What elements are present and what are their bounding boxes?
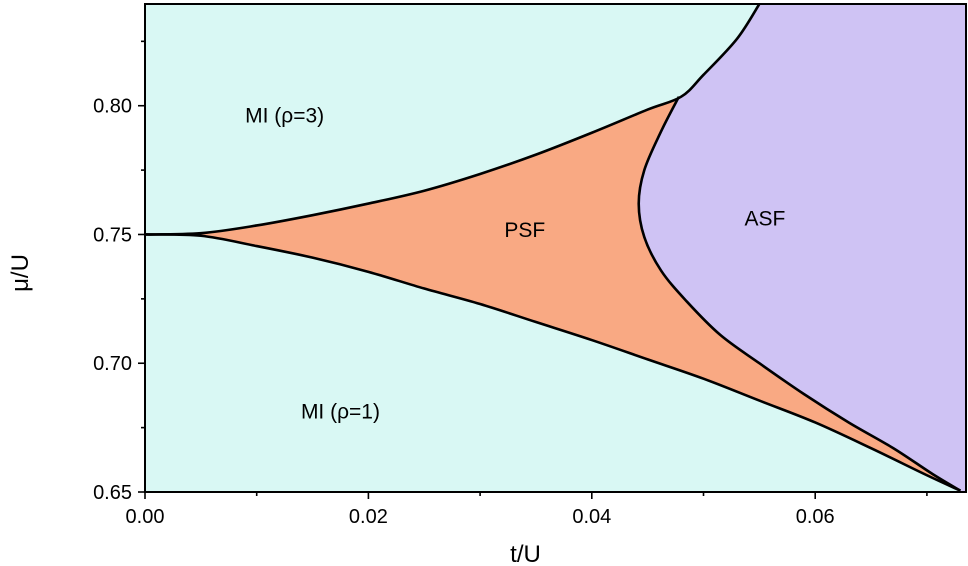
y-tick-label: 0.70 [93, 353, 132, 375]
psf-region [145, 96, 961, 491]
y-axis-title: μ/U [7, 254, 34, 292]
x-tick-label: 0.06 [796, 506, 835, 528]
region-label: ASF [745, 207, 786, 230]
y-tick-label: 0.75 [93, 224, 132, 246]
region-label: PSF [504, 219, 545, 242]
axis-ticks [138, 40, 928, 499]
x-tick-label: 0.04 [572, 506, 611, 528]
lower-boundary-line [145, 233, 961, 492]
x-axis-title: t/U [510, 541, 541, 566]
psf-asf-boundary-line [637, 96, 962, 492]
asf-region [638, 4, 966, 492]
region-label: MI (ρ=3) [245, 104, 324, 127]
y-tick-label: 0.65 [93, 482, 132, 504]
region-label: MI (ρ=1) [301, 401, 380, 424]
axis-tick-labels: 0.00 0.02 0.04 0.06 0.65 0.70 0.75 0.80 [93, 96, 835, 528]
plot-frame [144, 3, 967, 493]
y-tick-label: 0.80 [93, 96, 132, 118]
x-tick-label: 0.02 [349, 506, 388, 528]
region-labels: MI (ρ=3) PSF ASF MI (ρ=1) [245, 104, 785, 423]
upper-boundary-line [145, 4, 761, 236]
x-tick-label: 0.00 [126, 506, 165, 528]
